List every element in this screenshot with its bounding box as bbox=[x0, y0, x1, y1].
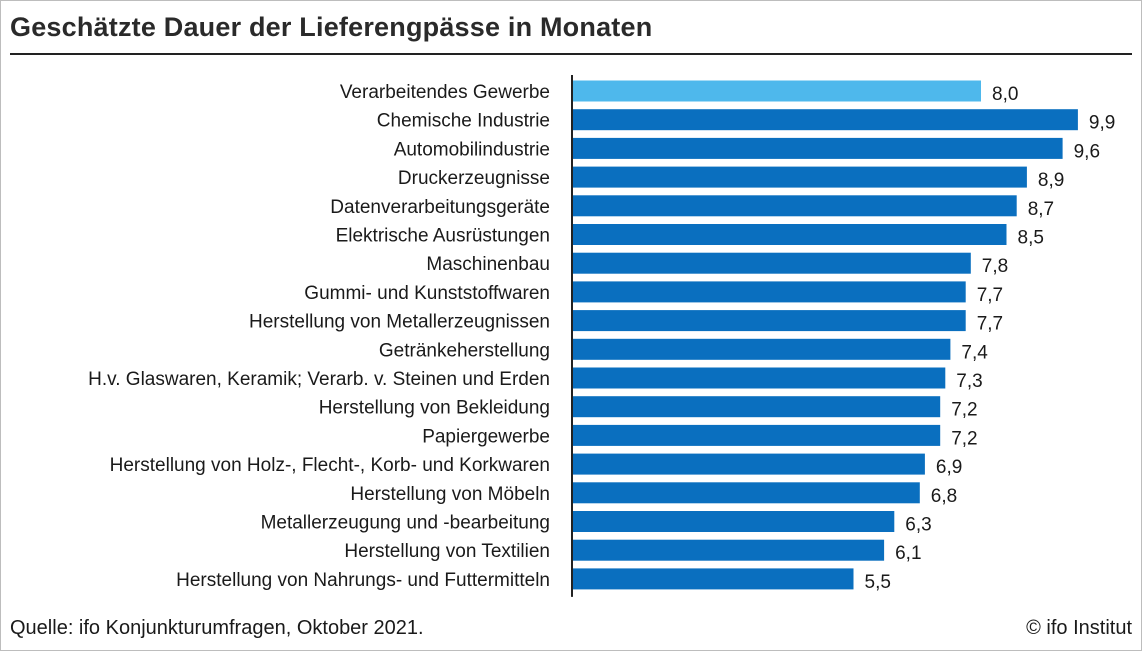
category-label: Metallerzeugung und -bearbeitung bbox=[261, 513, 550, 534]
value-label: 7,3 bbox=[956, 371, 982, 392]
category-label: Getränkeherstellung bbox=[379, 340, 550, 361]
category-label: Gummi- und Kunststoffwaren bbox=[304, 283, 550, 304]
category-label: Maschinenbau bbox=[426, 254, 550, 275]
bar bbox=[573, 396, 941, 418]
value-label: 6,9 bbox=[936, 457, 962, 478]
category-label: Papiergewerbe bbox=[422, 426, 550, 447]
title-divider bbox=[10, 53, 1132, 55]
category-label: Druckerzeugnisse bbox=[398, 168, 550, 189]
category-label: Herstellung von Nahrungs- und Futtermitt… bbox=[176, 570, 550, 591]
bar bbox=[573, 568, 854, 590]
category-label: H.v. Glaswaren, Keramik; Verarb. v. Stei… bbox=[88, 369, 550, 390]
bar-chart: Verarbeitendes Gewerbe 8,0 Chemische Indus… bbox=[88, 75, 1115, 597]
value-label: 8,5 bbox=[1018, 228, 1044, 249]
value-label: 6,3 bbox=[905, 515, 931, 536]
copyright-note: © ifo Institut bbox=[1026, 617, 1132, 639]
bar bbox=[573, 166, 1027, 188]
category-label: Automobilindustrie bbox=[394, 139, 550, 160]
value-label: 6,8 bbox=[931, 486, 957, 507]
value-label: 9,9 bbox=[1089, 113, 1115, 134]
category-label: Verarbeitendes Gewerbe bbox=[340, 82, 550, 103]
value-label: 8,0 bbox=[992, 84, 1018, 105]
value-label: 7,2 bbox=[951, 428, 977, 449]
bar bbox=[573, 281, 966, 303]
bar bbox=[573, 137, 1063, 159]
value-label: 6,1 bbox=[895, 543, 921, 564]
value-label: 8,9 bbox=[1038, 170, 1064, 191]
bar bbox=[573, 539, 885, 561]
bar bbox=[573, 482, 920, 504]
value-label: 7,7 bbox=[977, 314, 1003, 335]
category-label: Herstellung von Holz-, Flecht-, Korb- un… bbox=[110, 455, 550, 476]
bar bbox=[573, 424, 941, 446]
category-label: Chemische Industrie bbox=[377, 111, 550, 132]
bar bbox=[573, 453, 925, 475]
value-label: 5,5 bbox=[865, 572, 891, 593]
bar bbox=[573, 109, 1078, 131]
value-label: 7,2 bbox=[951, 400, 977, 421]
value-label: 7,7 bbox=[977, 285, 1003, 306]
bar bbox=[573, 252, 971, 274]
bar bbox=[573, 224, 1007, 245]
value-label: 8,7 bbox=[1028, 199, 1054, 220]
value-label: 7,8 bbox=[982, 256, 1008, 277]
category-label: Elektrische Ausrüstungen bbox=[336, 226, 550, 247]
bar bbox=[573, 195, 1017, 217]
bar bbox=[573, 511, 895, 532]
bar bbox=[573, 310, 966, 332]
category-label: Herstellung von Bekleidung bbox=[319, 398, 550, 419]
category-label: Herstellung von Metallerzeugnissen bbox=[249, 312, 550, 333]
source-note: Quelle: ifo Konjunkturumfragen, Oktober … bbox=[10, 617, 424, 639]
category-label: Datenverarbeitungsgeräte bbox=[330, 197, 550, 218]
category-label: Herstellung von Textilien bbox=[344, 541, 550, 562]
category-label: Herstellung von Möbeln bbox=[350, 484, 550, 505]
chart-title: Geschätzte Dauer der Lieferengpässe in M… bbox=[10, 12, 653, 42]
bar bbox=[573, 80, 981, 102]
bar bbox=[573, 367, 946, 389]
value-label: 7,4 bbox=[961, 342, 988, 363]
bar bbox=[573, 338, 951, 360]
value-label: 9,6 bbox=[1074, 141, 1100, 162]
